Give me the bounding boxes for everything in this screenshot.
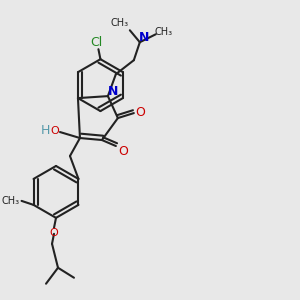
Text: CH₃: CH₃ [111, 18, 129, 28]
Text: O: O [51, 126, 59, 136]
Text: N: N [139, 31, 149, 44]
Text: CH₃: CH₃ [155, 27, 173, 37]
Text: Cl: Cl [90, 36, 103, 49]
Text: H: H [40, 124, 50, 136]
Text: O: O [135, 106, 145, 118]
Text: N: N [108, 85, 118, 98]
Text: O: O [118, 146, 128, 158]
Text: CH₃: CH₃ [2, 196, 20, 206]
Text: O: O [50, 228, 58, 238]
